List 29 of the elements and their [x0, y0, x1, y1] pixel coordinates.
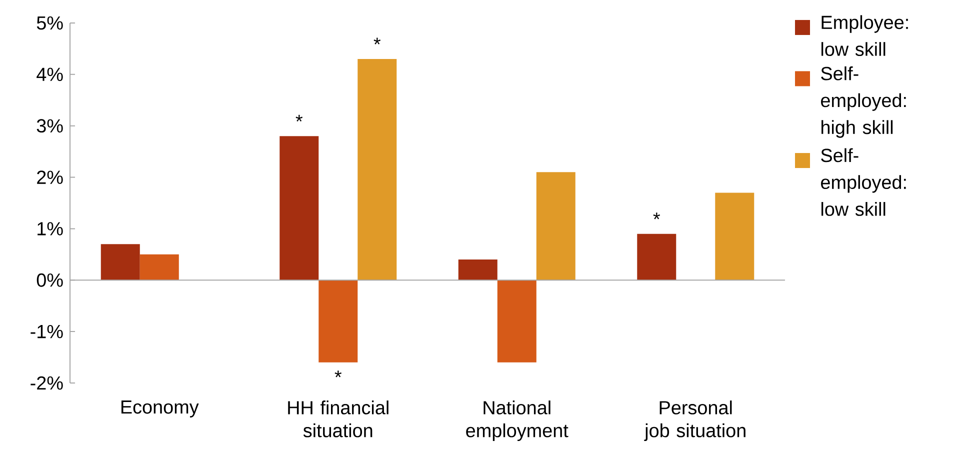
bar — [140, 254, 179, 280]
x-tick-label: HH financial situation — [288, 400, 388, 438]
legend-label: Self-employed: low skill — [821, 148, 906, 216]
legend-label: Self-employed: high skill — [821, 66, 906, 138]
bar — [280, 136, 319, 280]
y-tick-label: -1% — [30, 324, 63, 338]
y-tick-label: -2% — [30, 376, 63, 390]
x-tick-label: Personal job situation — [644, 400, 746, 442]
data-label: * — [374, 38, 381, 44]
data-label: * — [334, 370, 342, 378]
legend-label: Employee: low skill — [821, 15, 908, 56]
y-tick-label: 5% — [36, 16, 63, 30]
y-tick-label: 0% — [36, 273, 63, 287]
y-tick-label: 3% — [36, 119, 63, 133]
bar — [318, 280, 358, 362]
y-tick-label: 1% — [38, 222, 63, 236]
bar — [536, 172, 576, 280]
bar — [100, 244, 140, 280]
x-tick-label: Economy — [121, 400, 199, 418]
bar — [715, 192, 754, 280]
bar — [358, 58, 397, 280]
data-label: * — [296, 114, 303, 122]
bar — [637, 234, 676, 280]
y-tick-label: 2% — [37, 170, 63, 184]
bar — [458, 260, 498, 280]
y-tick-label: 4% — [36, 68, 63, 82]
bar — [497, 280, 536, 362]
data-label: * — [653, 212, 660, 220]
x-tick-label: National employment — [466, 400, 568, 442]
